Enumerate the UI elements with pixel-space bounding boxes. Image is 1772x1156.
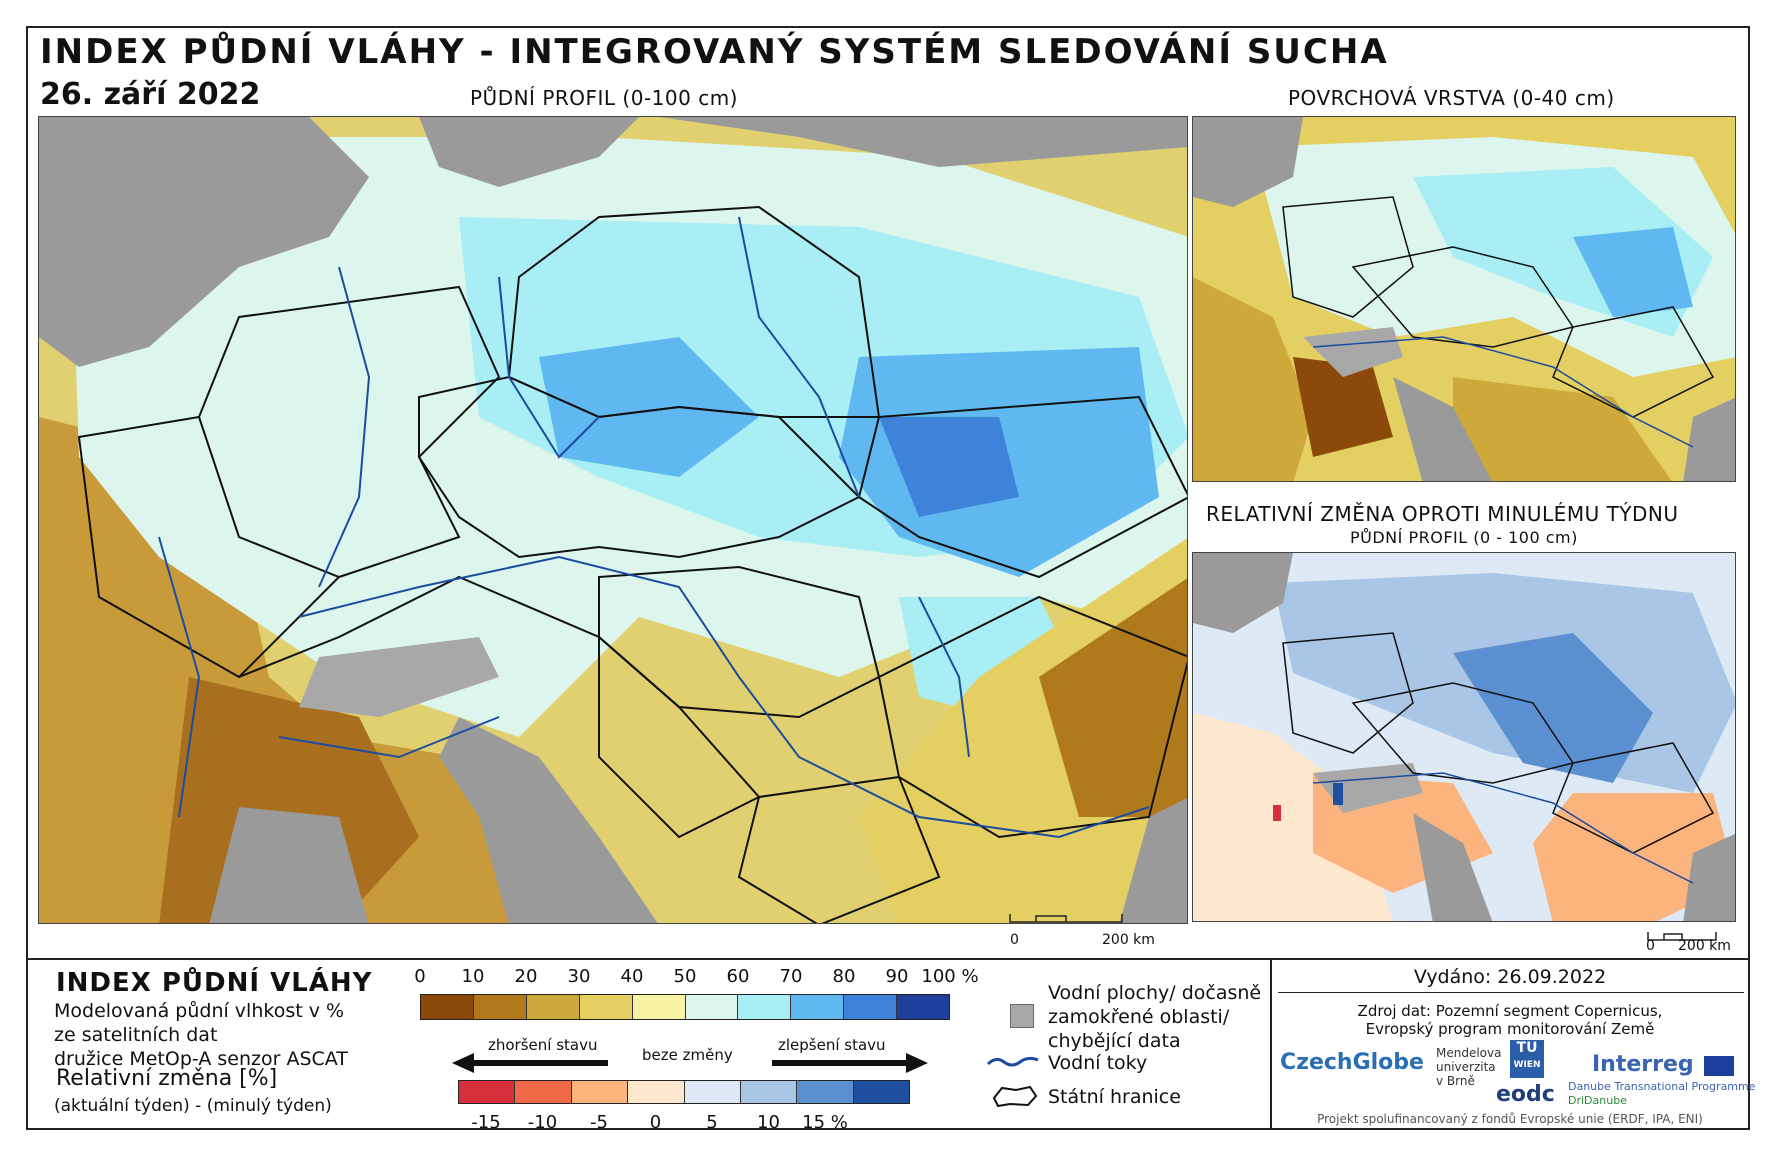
- legend-desc-line-1: Modelovaná půdní vlhkost v %: [54, 1000, 345, 1022]
- mendel-logo: Mendelova univerzita v Brně: [1436, 1046, 1501, 1088]
- main-map-graphic: [39, 117, 1187, 923]
- main-soil-moisture-map: [38, 116, 1188, 924]
- main-map-caption: PŮDNÍ PROFIL (0-100 cm): [470, 86, 738, 110]
- main-scale-bar: [1006, 912, 1126, 930]
- change-swatch-7: [853, 1081, 909, 1103]
- main-scale-graphic: [1009, 914, 1123, 923]
- index-swatch-0: [421, 995, 474, 1019]
- index-tick-1: 10: [461, 966, 485, 987]
- main-scale-label: 200 km: [1102, 932, 1155, 948]
- change-tick-3: 0: [649, 1112, 662, 1133]
- eodc-logo: eodc: [1496, 1082, 1555, 1107]
- index-swatch-7: [791, 995, 845, 1019]
- index-tick-3: 30: [567, 966, 591, 987]
- rivers-label: Vodní toky: [1048, 1052, 1148, 1074]
- better-label: zlepšení stavu: [778, 1036, 886, 1054]
- surface-map-graphic: [1193, 117, 1735, 481]
- index-swatch-5: [685, 995, 739, 1019]
- index-swatch-8: [844, 995, 898, 1019]
- borders-label: Státní hranice: [1048, 1086, 1181, 1108]
- source-line-1: Zdroj dat: Pozemní segment Copernicus,: [1357, 1002, 1663, 1020]
- index-swatch-3: [579, 995, 633, 1019]
- change-swatch-1: [515, 1081, 572, 1103]
- better-arrow-icon: [772, 1053, 928, 1073]
- index-tick-5: 50: [673, 966, 697, 987]
- water-label-line-3: chybějící data: [1048, 1030, 1181, 1052]
- change-swatch-3: [628, 1081, 685, 1103]
- change-tick-1: -10: [527, 1112, 558, 1133]
- change-map-caption: RELATIVNÍ ZMĚNA OPROTI MINULÉMU TÝDNU: [1206, 502, 1679, 526]
- mendel-line-3: v Brně: [1436, 1074, 1475, 1088]
- mendel-line-1: Mendelova: [1436, 1046, 1502, 1060]
- legend-divider: [28, 958, 1748, 960]
- legend-title: INDEX PŮDNÍ VLÁHY: [56, 968, 373, 998]
- tu-logo-text: TU: [1516, 1040, 1538, 1056]
- main-scale-zero: 0: [1010, 932, 1019, 948]
- change-map-subcaption: PŮDNÍ PROFIL (0 - 100 cm): [1350, 528, 1578, 547]
- issued-date: Vydáno: 26.09.2022: [1413, 966, 1607, 988]
- water-swatch: [1010, 1004, 1034, 1028]
- change-swatch-6: [797, 1081, 854, 1103]
- change-map-graphic: [1193, 553, 1735, 921]
- funding-note: Projekt spolufinancovaný z fondů Evropsk…: [1317, 1112, 1703, 1126]
- issue-date-heading: 26. září 2022: [40, 77, 261, 112]
- wien-logo-text: WIEN: [1513, 1060, 1541, 1070]
- index-tick-8: 80: [832, 966, 856, 987]
- small-scale-zero: 0: [1646, 938, 1655, 954]
- index-swatch-2: [526, 995, 580, 1019]
- small-scale-label: 200 km: [1678, 938, 1731, 954]
- change-swatch-4: [684, 1081, 741, 1103]
- change-tick-5: 10: [757, 1112, 780, 1133]
- index-tick-2: 20: [514, 966, 538, 987]
- legend-desc-line-2: ze satelitních dat: [54, 1024, 218, 1046]
- eu-flag-icon: [1704, 1056, 1734, 1076]
- change-colorbar: [458, 1080, 910, 1104]
- legend-desc-line-3: družice MetOp-A senzor ASCAT: [54, 1048, 348, 1070]
- mendel-line-2: univerzita: [1436, 1060, 1496, 1074]
- change-swatch-2: [571, 1081, 629, 1103]
- index-tick-0: 0: [414, 966, 426, 987]
- small-scale-graphic: [1647, 932, 1717, 941]
- source-line-2: Evropský program monitorování Země: [1365, 1020, 1655, 1038]
- border-outline-icon: [992, 1085, 1038, 1108]
- footer-divider: [1270, 958, 1272, 1128]
- index-colorbar: [420, 994, 950, 1020]
- surface-layer-map: [1192, 116, 1736, 482]
- index-swatch-9: [897, 995, 950, 1019]
- interreg-logo: Interreg: [1592, 1052, 1694, 1077]
- dridanube-label: DriDanube: [1568, 1094, 1627, 1107]
- czechglobe-logo: CzechGlobe: [1280, 1050, 1424, 1075]
- water-label-line-2: zamokřené oblasti/: [1048, 1006, 1230, 1028]
- change-swatch-5: [740, 1081, 798, 1103]
- change-swatch-0: [459, 1081, 516, 1103]
- worse-label: zhoršení stavu: [488, 1036, 598, 1054]
- no-change-label: beze změny: [642, 1046, 733, 1064]
- index-tick-6: 60: [726, 966, 750, 987]
- relative-change-title: Relativní změna [%]: [56, 1066, 278, 1091]
- issued-divider: [1278, 992, 1744, 993]
- index-tick-7: 70: [779, 966, 803, 987]
- index-swatch-4: [632, 995, 686, 1019]
- change-tick-6: 15 %: [802, 1112, 848, 1133]
- change-tick-2: -5: [590, 1112, 608, 1133]
- surface-map-caption: POVRCHOVÁ VRSTVA (0-40 cm): [1288, 86, 1615, 110]
- index-tick-9: 90: [885, 966, 909, 987]
- weekly-change-map: [1192, 552, 1736, 922]
- index-tick-10: 100 %: [921, 966, 979, 987]
- river-line-icon: [986, 1056, 1039, 1067]
- relative-change-subtitle: (aktuální týden) - (minulý týden): [54, 1096, 332, 1116]
- page-title: INDEX PŮDNÍ VLÁHY - INTEGROVANÝ SYSTÉM S…: [40, 32, 1389, 72]
- index-swatch-1: [473, 995, 527, 1019]
- index-tick-4: 40: [620, 966, 644, 987]
- small-scale-bar: [1644, 930, 1720, 948]
- change-tick-0: -15: [471, 1112, 501, 1133]
- tu-wien-logo: TU WIEN: [1510, 1040, 1544, 1078]
- danube-programme-label: Danube Transnational Programme: [1568, 1080, 1756, 1093]
- worse-arrow-icon: [452, 1053, 608, 1073]
- index-swatch-6: [738, 995, 792, 1019]
- change-tick-4: 5: [706, 1112, 718, 1133]
- water-label-line-1: Vodní plochy/ dočasně: [1048, 982, 1262, 1004]
